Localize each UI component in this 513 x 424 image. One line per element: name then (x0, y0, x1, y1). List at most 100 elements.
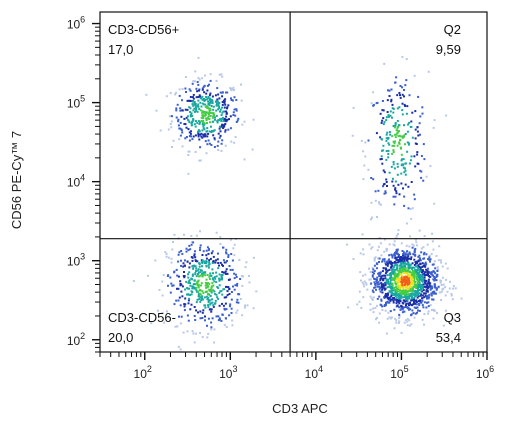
event-dot (387, 298, 390, 301)
event-dot (446, 267, 449, 270)
event-dot (427, 278, 430, 281)
event-dot (224, 144, 227, 147)
event-dot (410, 313, 413, 316)
event-dot (391, 107, 394, 110)
event-dot (367, 139, 370, 142)
event-dot (397, 135, 400, 138)
event-dot (212, 255, 215, 258)
event-dot (216, 296, 219, 299)
event-dot (200, 135, 203, 138)
event-dot (384, 191, 387, 194)
event-dot (183, 264, 186, 267)
event-dot (372, 311, 375, 314)
event-dot (170, 257, 173, 260)
event-dot (221, 111, 224, 114)
event-dot (422, 257, 425, 260)
event-dot (408, 295, 410, 298)
event-dot (406, 296, 408, 298)
event-dot (195, 108, 198, 111)
event-dot (391, 291, 394, 294)
event-dot (233, 89, 235, 91)
event-dot (413, 264, 416, 266)
event-dot (452, 317, 455, 320)
event-dot (397, 259, 400, 261)
event-dot (406, 130, 409, 133)
event-dot (396, 287, 399, 290)
event-dot (419, 115, 422, 118)
event-dot (413, 296, 416, 299)
event-dot (376, 216, 378, 218)
event-dot (216, 98, 219, 101)
event-dot (205, 152, 208, 155)
event-dot (389, 110, 392, 113)
event-dot (416, 281, 419, 284)
event-dot (410, 217, 413, 220)
event-dot (452, 287, 455, 290)
event-dot (407, 269, 410, 271)
event-dot (226, 290, 229, 293)
event-dot (366, 288, 369, 291)
event-dot (398, 293, 400, 296)
event-dot (395, 283, 398, 286)
event-dot (388, 171, 391, 174)
event-dot (451, 298, 454, 301)
event-dot (397, 290, 400, 293)
event-dot (203, 111, 206, 114)
event-dot (395, 261, 398, 264)
event-dot (209, 97, 212, 100)
event-dot (201, 290, 204, 293)
event-dot (373, 257, 376, 260)
event-dot (390, 285, 392, 288)
event-dot (398, 142, 401, 145)
event-dot (374, 190, 377, 193)
event-dot (408, 297, 410, 300)
event-dot (396, 107, 399, 110)
event-dot (372, 296, 375, 299)
event-dot (182, 265, 185, 268)
event-dot (209, 112, 212, 114)
event-dot (404, 285, 407, 288)
event-dot (398, 315, 401, 318)
event-dot (406, 260, 409, 263)
event-dot (352, 106, 355, 109)
event-dot (222, 125, 225, 128)
event-dot (204, 74, 206, 77)
event-dot (431, 240, 434, 243)
event-dot (224, 317, 227, 320)
event-dot (167, 128, 170, 131)
event-dot (217, 103, 220, 105)
event-dot (383, 183, 386, 185)
event-dot (178, 251, 181, 254)
event-dot (205, 262, 208, 265)
event-dot (391, 269, 393, 272)
event-dot (393, 271, 396, 274)
event-dot (184, 137, 187, 140)
event-dot (218, 127, 221, 130)
event-dot (192, 119, 195, 122)
event-dot (207, 266, 210, 269)
event-dot (219, 243, 222, 245)
event-dot (390, 263, 393, 266)
event-dot (442, 283, 445, 286)
event-dot (406, 298, 409, 301)
event-dot (399, 297, 402, 300)
event-dot (385, 332, 388, 335)
event-dot (383, 62, 386, 65)
event-dot (391, 152, 394, 155)
event-dot (246, 304, 249, 307)
event-dot (194, 250, 196, 253)
event-dot (207, 306, 210, 308)
event-dot (382, 109, 385, 112)
event-dot (396, 248, 399, 251)
event-dot (414, 294, 417, 297)
event-dot (397, 284, 399, 287)
event-dot (359, 271, 362, 274)
event-dot (423, 272, 426, 275)
event-dot (213, 280, 216, 283)
event-dot (170, 282, 173, 285)
event-dot (204, 105, 207, 108)
event-dot (201, 259, 204, 262)
event-dot (179, 348, 182, 351)
event-dot (358, 290, 361, 293)
event-dot (223, 296, 226, 299)
